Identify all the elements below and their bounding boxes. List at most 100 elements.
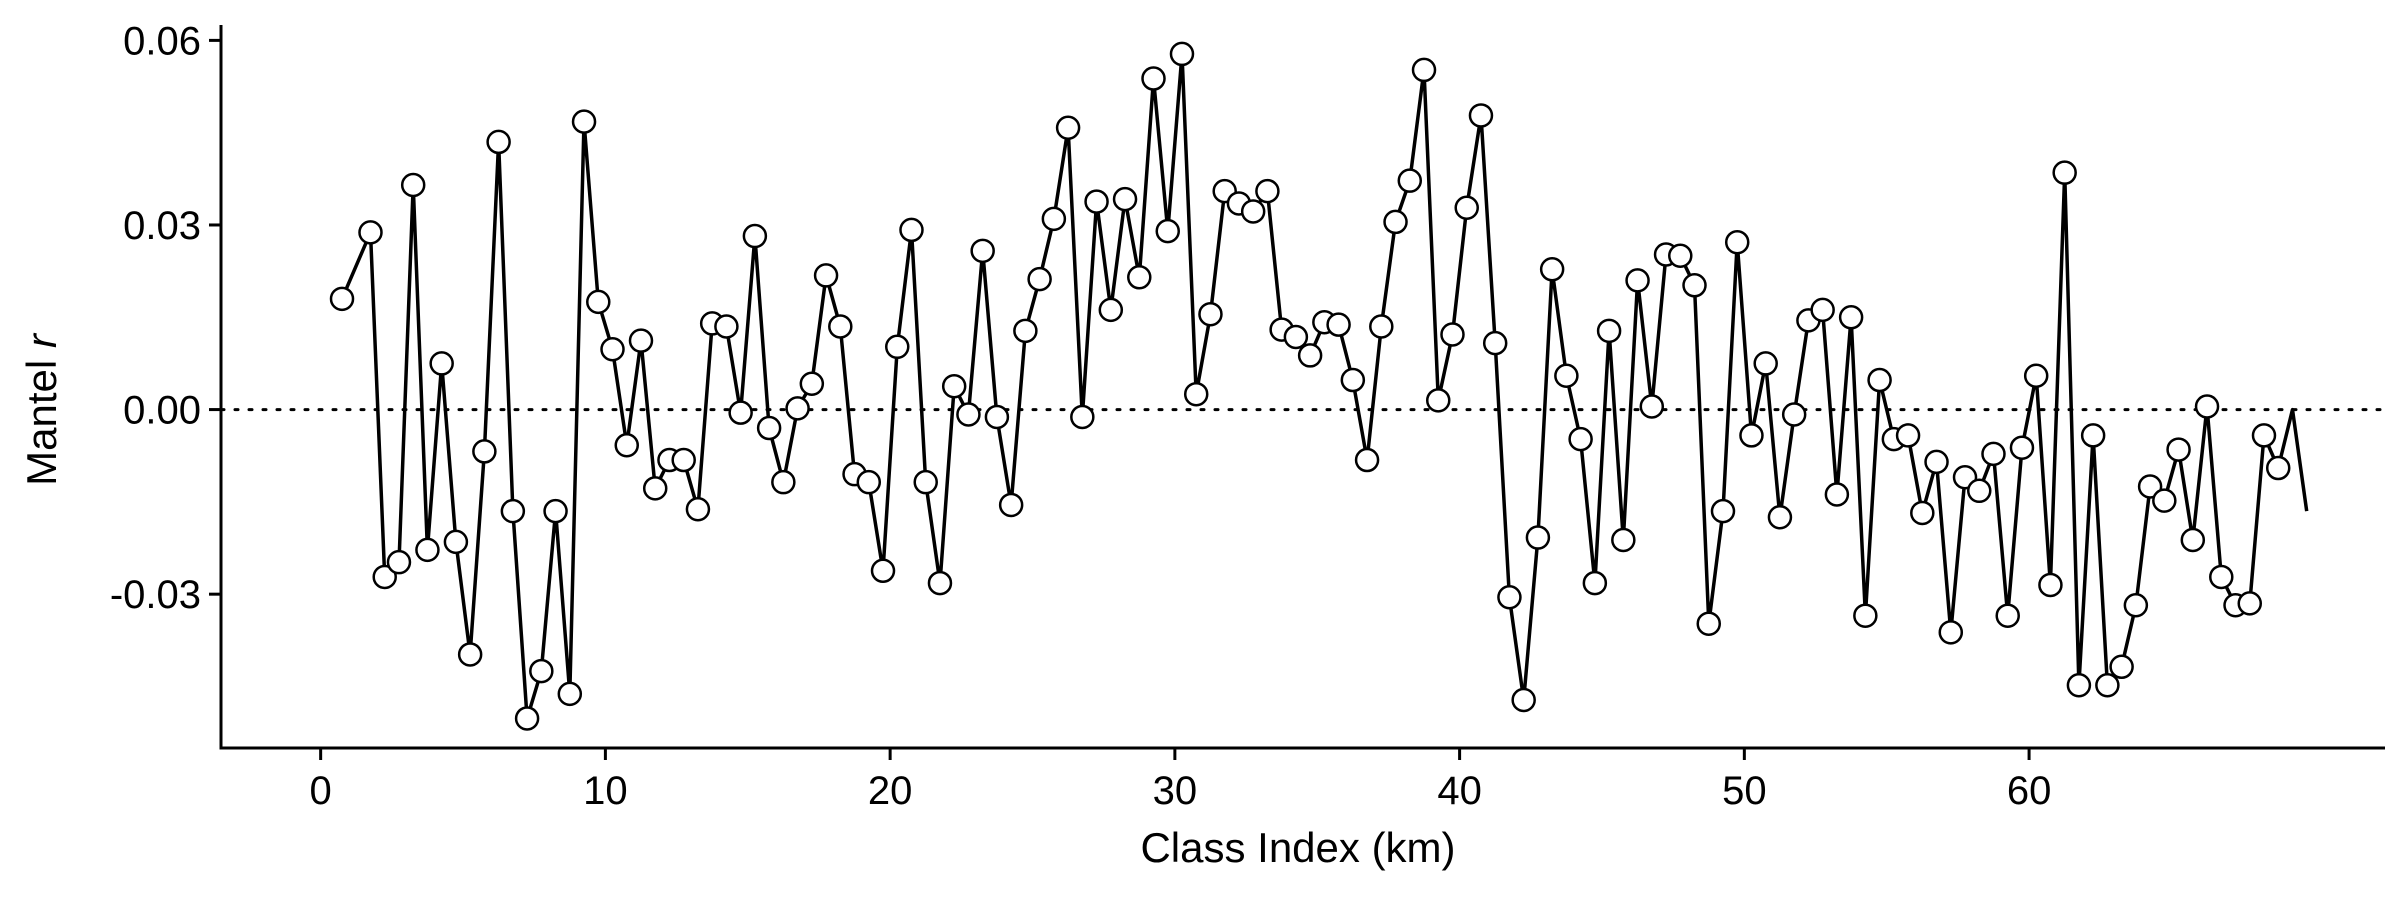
data-point (799, 371, 825, 396)
data-point (1440, 322, 1465, 347)
data-point (1183, 381, 1209, 407)
data-point (1710, 498, 1736, 524)
data-point (1055, 115, 1081, 141)
data-point (1084, 189, 1109, 214)
data-point (1141, 66, 1166, 91)
data-point (1013, 318, 1038, 344)
data-point (1724, 229, 1750, 255)
data-point (543, 498, 568, 524)
x-axis-title: Class Index (km) (1140, 824, 1455, 871)
data-point (828, 314, 853, 339)
data-point (2194, 394, 2220, 419)
data-point (1981, 441, 2006, 467)
data-point (1354, 447, 1380, 473)
data-point (614, 433, 639, 458)
data-point (728, 400, 753, 425)
data-point (628, 328, 654, 353)
y-axis-title-italic: r (18, 332, 65, 348)
data-point (1938, 620, 1964, 645)
data-point (1397, 168, 1423, 193)
data-point (956, 402, 981, 427)
data-point (600, 337, 625, 362)
data-point (1824, 482, 1850, 507)
data-point (400, 172, 426, 198)
data-point (329, 286, 355, 312)
data-point (913, 469, 938, 495)
data-point (1340, 367, 1366, 393)
data-point (785, 396, 810, 421)
data-point (2152, 488, 2177, 513)
x-tick-label: 30 (1153, 769, 1198, 813)
data-point (1525, 525, 1551, 550)
data-point (1169, 41, 1195, 67)
data-point (1568, 426, 1593, 452)
data-point (1198, 301, 1223, 327)
data-point (1112, 186, 1138, 212)
data-point (514, 706, 540, 731)
data-point (1810, 297, 1835, 323)
data-point (486, 129, 511, 155)
data-point (529, 658, 554, 684)
data-point (756, 415, 782, 441)
data-point (685, 497, 711, 522)
data-point (2237, 591, 2262, 616)
data-point (1639, 394, 1665, 419)
data-point (1482, 330, 1508, 356)
data-point (1539, 257, 1565, 282)
data-point (1041, 206, 1067, 232)
data-point (1682, 273, 1707, 298)
data-point (941, 373, 967, 399)
data-point (671, 447, 696, 473)
data-point (1070, 404, 1095, 430)
data-point (1454, 195, 1479, 220)
ticks-group: 0 10 20 30 40 50 60 -0.03 0.00 0.03 0.06 (110, 19, 2052, 813)
x-tick-label: 0 (310, 769, 332, 813)
x-tick-label: 40 (1437, 769, 1482, 813)
y-axis-title-text: Mantel (18, 348, 65, 486)
y-axis-title: Mantel r (18, 332, 65, 486)
data-point (2123, 592, 2149, 618)
data-point (571, 109, 597, 134)
data-point (927, 570, 953, 596)
data-point (2251, 423, 2277, 448)
data-point (2009, 435, 2035, 460)
data-point (429, 351, 454, 376)
y-tick-label: 0.06 (123, 19, 201, 63)
data-point (642, 476, 668, 501)
data-point (714, 314, 739, 339)
data-point (557, 681, 583, 707)
data-point (998, 492, 1024, 518)
data-point (1511, 687, 1536, 713)
data-point (415, 537, 440, 563)
y-tick-label: 0.00 (123, 389, 201, 433)
y-tick-label: -0.03 (110, 573, 201, 617)
data-point (970, 238, 995, 264)
x-tick-label: 60 (2007, 769, 2052, 813)
data-point (1155, 218, 1180, 244)
data-point (1554, 363, 1579, 388)
data-point (771, 469, 796, 495)
data-point (1468, 103, 1494, 128)
data-point (813, 263, 839, 288)
data-point (2038, 572, 2063, 598)
data-point (372, 564, 397, 590)
x-tick-label: 50 (1722, 769, 1767, 813)
data-point (1240, 199, 1266, 224)
data-point (885, 334, 910, 360)
data-point (1924, 449, 1949, 475)
data-point (1995, 603, 2020, 628)
data-point (1696, 611, 1721, 636)
y-tick-label: 0.03 (123, 204, 201, 248)
data-point (1497, 584, 1522, 610)
data-point (1910, 500, 1935, 526)
data-point (2137, 474, 2163, 499)
data-point (1853, 603, 1878, 628)
data-point (500, 498, 526, 524)
data-point (386, 549, 412, 575)
data-point (1767, 505, 1793, 530)
data-point (2052, 160, 2077, 185)
data-point (472, 439, 497, 464)
data-point (1895, 423, 1921, 448)
data-point (1255, 178, 1280, 204)
data-point (2066, 672, 2092, 698)
